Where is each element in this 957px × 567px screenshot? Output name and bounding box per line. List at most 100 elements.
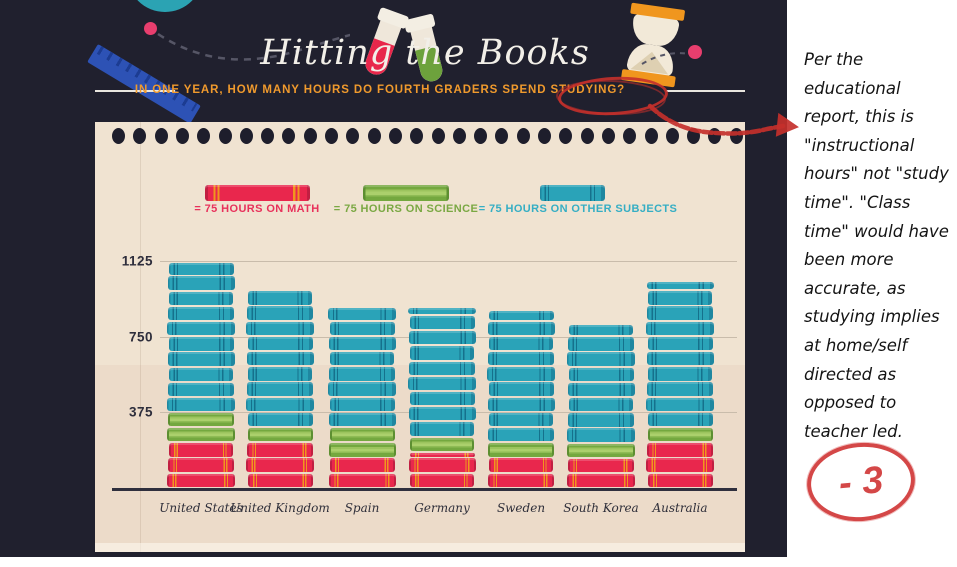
binder-hole [708,128,722,144]
book-other [647,382,713,396]
book-other [246,352,314,366]
y-tick-label: 750 [128,329,153,345]
binder-hole [410,128,424,144]
binder-hole [516,128,530,144]
legend-book-math [205,185,310,201]
book-math [489,458,553,472]
binder-hole [133,128,147,144]
globe-icon [127,0,203,12]
book-math [567,473,635,487]
book-math [488,473,554,487]
book-science [328,443,396,457]
binder-hole [601,128,615,144]
page-subtitle: IN ONE YEAR, HOW MANY HOURS DO FOURTH GR… [134,84,626,96]
book-math [246,458,314,472]
binder-holes [112,128,743,145]
book-other [487,397,555,411]
book-math [647,473,713,487]
book-math [328,473,396,487]
book-math [168,458,234,472]
book-other [248,367,312,381]
book-other [567,352,635,366]
red-arrowhead-icon [775,112,801,140]
title-rule-left [95,90,175,92]
book-other [489,412,553,427]
book-math [169,443,233,457]
category-label: United States [159,501,243,515]
book-other [246,397,314,411]
category-label: Germany [414,501,470,515]
binder-hole [282,128,296,144]
book-science [329,428,395,442]
book-other [328,308,396,320]
binder-hole [538,128,551,144]
book-other [487,321,555,335]
binder-hole [431,128,445,144]
binder-hole [197,128,211,144]
paper-panel: = 75 HOURS ON MATH = 75 HOURS ON SCIENCE =… [95,122,745,552]
book-other [329,397,395,411]
book-math [409,452,475,457]
book-other [487,367,555,381]
book-other [329,321,395,335]
book-other [569,324,633,336]
y-tick-label: 375 [128,404,153,420]
book-other [408,307,476,315]
book-other [247,336,313,351]
x-axis-line [112,488,737,491]
book-science [167,428,235,442]
binder-hole [623,128,637,144]
category-label: Sweden [496,501,546,515]
book-other [168,306,234,321]
book-other [168,263,234,275]
binder-hole [218,128,232,144]
book-math [247,443,313,457]
dot-decoration [144,22,157,35]
book-other [409,391,475,406]
book-other [410,346,474,360]
binder-hole [325,128,338,144]
binder-hole [665,128,679,144]
book-other [568,337,634,351]
book-math [410,473,474,487]
binder-hole [367,128,381,144]
book-other [488,428,554,442]
book-other [568,413,634,427]
y-tick-label: 1125 [121,253,153,269]
category-label: Spain [344,501,380,515]
book-math [646,458,714,472]
grader-notes-panel: Per the educational report, this is "ins… [775,0,957,567]
book-other [567,382,635,397]
book-other [167,276,235,290]
book-other [247,382,313,396]
book-other [647,412,713,427]
book-science [247,428,313,442]
binder-hole [239,128,253,144]
book-math [568,458,634,472]
book-other [488,382,554,396]
legend-book-other [540,185,605,201]
book-other [648,367,712,381]
book-other [489,336,553,351]
legend-book-science [363,185,449,201]
binder-hole [495,128,509,144]
page-title: Hitting the Books [260,33,590,73]
book-other [247,306,313,320]
book-other [246,321,314,335]
book-other [568,367,634,381]
title-rule-right [666,90,745,92]
book-other [328,412,396,427]
book-other [410,422,474,436]
book-other [648,291,712,305]
book-other [168,382,234,397]
category-label: Australia [652,501,708,515]
book-other [330,352,394,366]
binder-hole [388,128,402,144]
binder-hole [112,128,125,144]
legend-label-other: = 75 HOURS ON OTHER SUBJECTS [478,203,678,215]
book-science [168,413,234,427]
book-other [408,407,476,421]
book-other [169,367,233,381]
paper-edge [95,543,745,552]
book-other [169,291,233,305]
